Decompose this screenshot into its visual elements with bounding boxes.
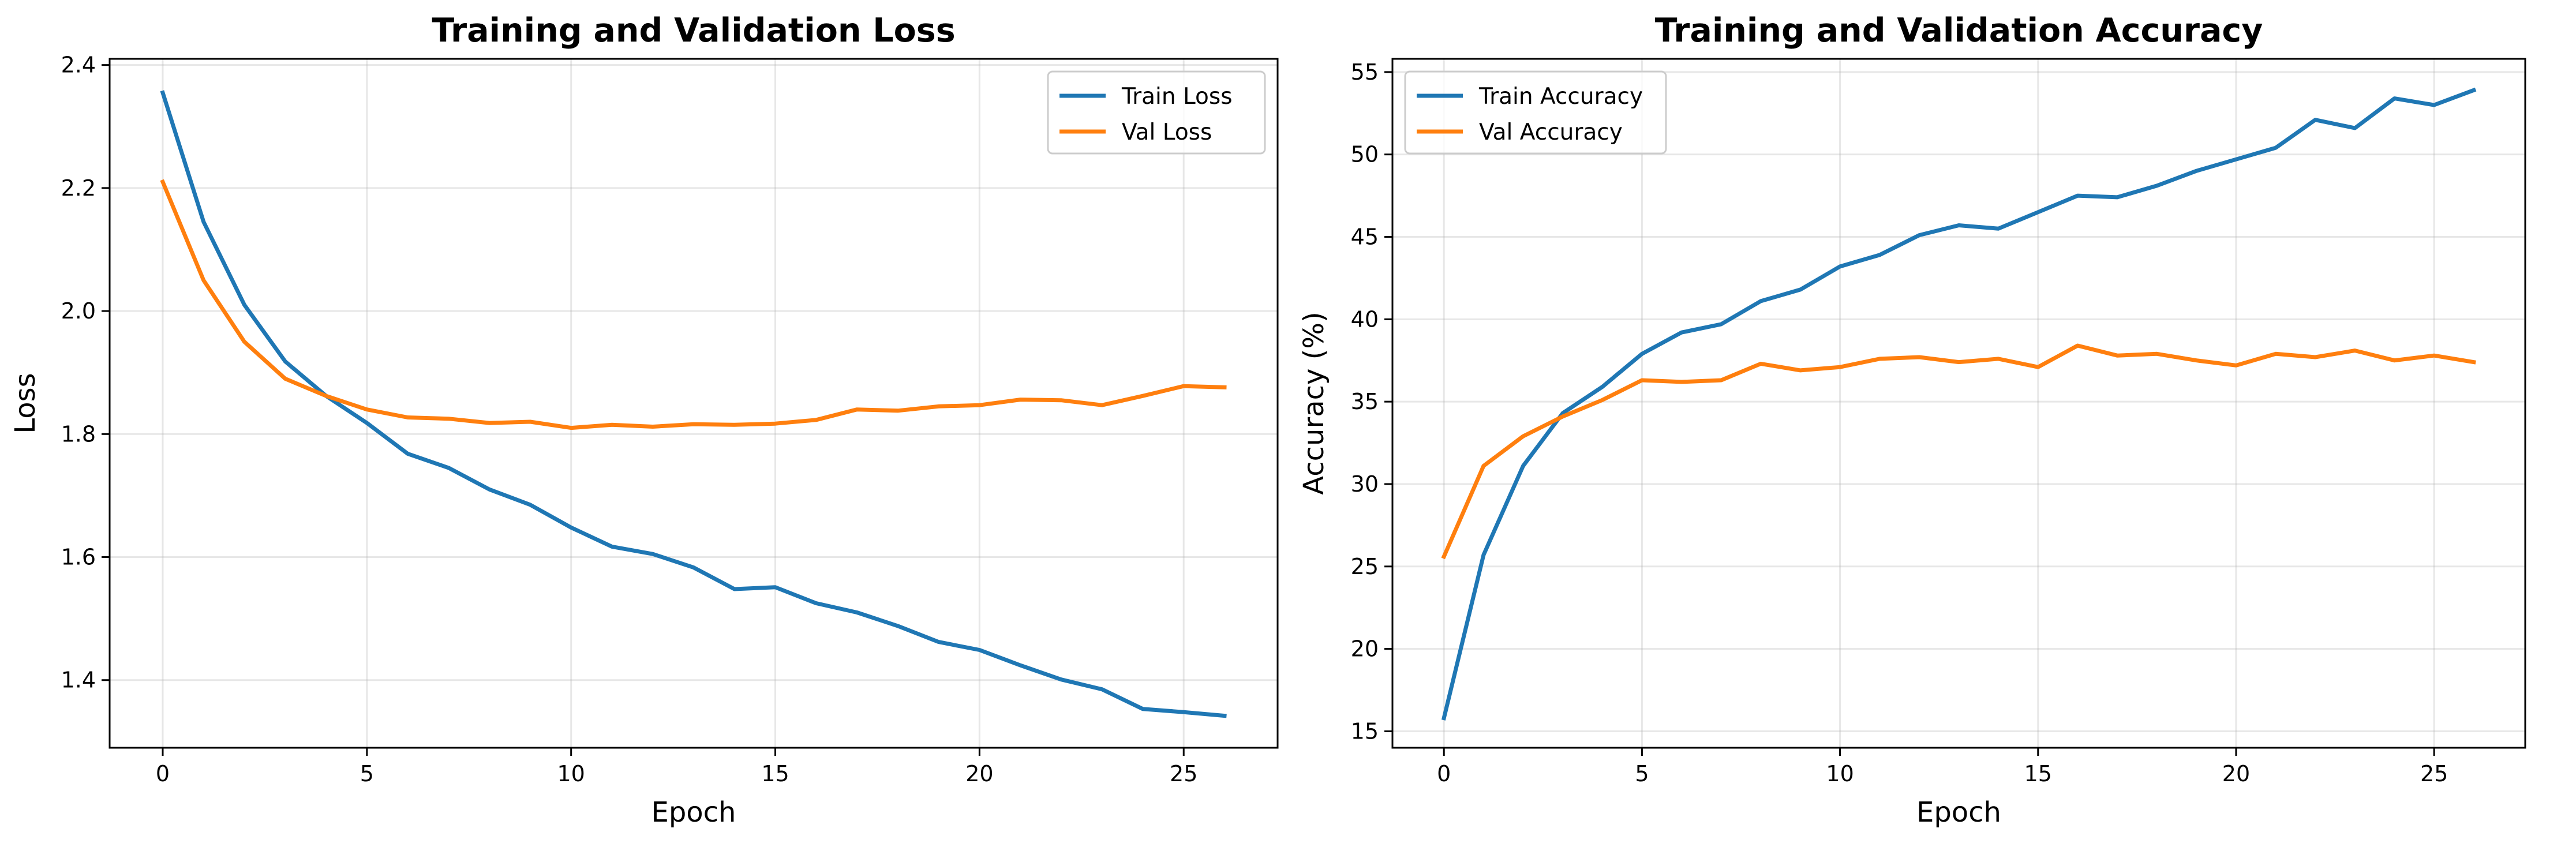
y-tick-label: 2.2: [61, 175, 96, 201]
axes-frame: [108, 58, 1279, 749]
chart-panel-1: 0 5 10 15 20 25 15 20 25 30 35 40 45 50 55 Training and…: [1298, 12, 2526, 829]
x-tick-label: 5: [1635, 761, 1649, 786]
x-tick-label: 10: [557, 761, 585, 786]
series-line-1: [1441, 343, 2476, 560]
y-tick-label: 20: [1351, 636, 1379, 662]
legend: Train Accuracy Val Accuracy: [1404, 70, 1667, 155]
y-tick-label: 1.4: [61, 668, 96, 693]
legend-box: [1404, 70, 1667, 155]
x-tick-label: 15: [761, 761, 789, 786]
y-tick-label: 40: [1351, 306, 1379, 332]
y-tick-label: 1.8: [61, 421, 96, 447]
x-axis-label: Epoch: [1916, 796, 2001, 829]
x-tick-label: 25: [2420, 761, 2448, 786]
y-tick-label: 2.4: [61, 53, 96, 78]
series-line-0: [160, 90, 1227, 718]
y-axis-label: Accuracy (%): [1298, 312, 1330, 494]
axes-frame: [1391, 58, 2526, 749]
x-axis-label: Epoch: [652, 796, 736, 829]
y-tick-label: 50: [1351, 142, 1379, 167]
chart-panel-0: 0 5 10 15 20 25 1.4 1.6 1.8 2.0 2.2 2.4 Training and…: [9, 12, 1279, 829]
y-tick-label: 2.0: [61, 298, 96, 324]
series-line-1: [160, 179, 1227, 430]
legend-label-1: Val Loss: [1122, 119, 1212, 145]
y-axis-label: Loss: [9, 373, 42, 433]
series-line-0: [1441, 87, 2477, 721]
legend: Train Loss Val Loss: [1047, 70, 1266, 155]
y-tick-label: 1.6: [61, 545, 96, 570]
y-tick-label: 45: [1351, 224, 1379, 249]
x-tick-label: 0: [1437, 761, 1451, 786]
y-tick-label: 15: [1351, 718, 1379, 744]
y-tick-label: 30: [1351, 471, 1379, 497]
legend-label-0: Train Loss: [1121, 84, 1233, 110]
x-tick-label: 25: [1170, 761, 1197, 786]
x-tick-label: 5: [360, 761, 374, 786]
legend-label-0: Train Accuracy: [1478, 84, 1643, 110]
y-tick-label: 35: [1351, 389, 1379, 414]
legend-label-1: Val Accuracy: [1479, 119, 1623, 145]
x-tick-label: 20: [965, 761, 993, 786]
y-tick-label: 55: [1351, 59, 1379, 85]
y-tick-label: 25: [1351, 554, 1379, 579]
x-tick-label: 10: [1826, 761, 1854, 786]
chart-title: Training and Validation Loss: [432, 12, 955, 50]
x-tick-label: 15: [2024, 761, 2052, 786]
chart-title: Training and Validation Accuracy: [1655, 12, 2263, 50]
x-tick-label: 20: [2222, 761, 2250, 786]
x-tick-label: 0: [156, 761, 170, 786]
